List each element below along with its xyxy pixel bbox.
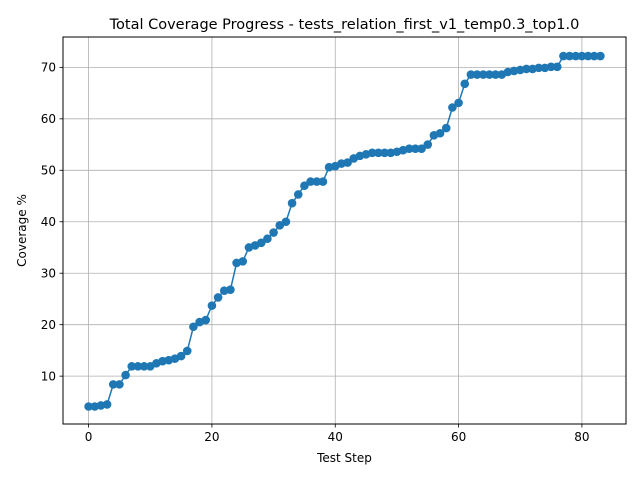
data-point <box>213 293 223 302</box>
data-point <box>374 148 383 158</box>
data-point <box>226 285 235 294</box>
data-point <box>293 190 303 199</box>
data-point <box>201 315 211 325</box>
data-point <box>121 370 130 380</box>
data-point <box>485 70 494 79</box>
data-point <box>269 228 278 237</box>
data-point <box>534 63 544 73</box>
y-tick-label: 40 <box>41 215 56 229</box>
data-point <box>312 177 322 186</box>
plot-frame <box>62 36 627 425</box>
data-point <box>454 98 463 108</box>
x-tick-label: 40 <box>328 430 343 444</box>
y-tick-label: 30 <box>41 267 56 281</box>
y-tick-label: 10 <box>41 369 56 383</box>
y-tick-label: 70 <box>41 61 56 75</box>
data-point <box>583 51 593 61</box>
chart-title: Total Coverage Progress - tests_relation… <box>109 17 580 33</box>
data-point <box>478 70 488 79</box>
data-point <box>589 51 599 61</box>
data-point <box>552 62 562 72</box>
data-point <box>596 51 605 61</box>
y-tick-label: 20 <box>41 318 56 332</box>
data-point <box>546 62 556 72</box>
data-point <box>238 257 248 266</box>
x-tick-label: 80 <box>574 430 589 444</box>
data-point <box>460 79 470 89</box>
x-axis-label: Test Step <box>316 451 372 465</box>
data-point <box>559 51 568 61</box>
data-point <box>571 51 581 61</box>
data-point <box>176 351 186 361</box>
data-point <box>102 400 112 409</box>
data-point <box>281 217 291 227</box>
data-point <box>182 346 192 356</box>
y-axis-label: Coverage % <box>15 194 29 267</box>
data-point <box>404 144 414 153</box>
data-point <box>306 177 315 186</box>
y-tick-label: 50 <box>41 164 56 178</box>
x-tick-label: 60 <box>451 430 466 444</box>
data-point <box>448 103 457 112</box>
data-point <box>263 234 272 244</box>
data-point <box>189 322 198 332</box>
data-point <box>287 198 297 208</box>
data-point <box>318 177 328 186</box>
data-point <box>417 144 426 153</box>
data-point <box>411 144 420 153</box>
ticks: 0 20 40 60 80 10 20 30 40 50 60 70 <box>41 61 590 444</box>
data-point <box>435 128 445 138</box>
data-point <box>108 380 118 389</box>
grid <box>63 37 626 424</box>
data-point <box>207 301 217 310</box>
data-point <box>84 402 93 411</box>
data-point <box>127 362 137 371</box>
data-point <box>522 64 531 74</box>
x-tick-label: 0 <box>85 430 93 444</box>
data-point <box>423 140 433 149</box>
data-point <box>472 70 482 79</box>
x-tick-label: 20 <box>204 430 219 444</box>
data-point <box>441 123 451 133</box>
data-point <box>343 158 352 167</box>
data-point <box>300 181 309 191</box>
y-tick-label: 60 <box>41 112 56 126</box>
data-point <box>367 148 377 158</box>
series-layer <box>84 51 605 411</box>
data-point <box>115 380 124 389</box>
data-point <box>466 70 476 79</box>
data-point <box>256 238 266 248</box>
data-point <box>577 51 587 61</box>
data-point <box>133 362 143 371</box>
data-point <box>565 51 574 61</box>
data-point <box>491 70 500 79</box>
data-point <box>380 148 389 158</box>
data-point <box>139 362 149 371</box>
